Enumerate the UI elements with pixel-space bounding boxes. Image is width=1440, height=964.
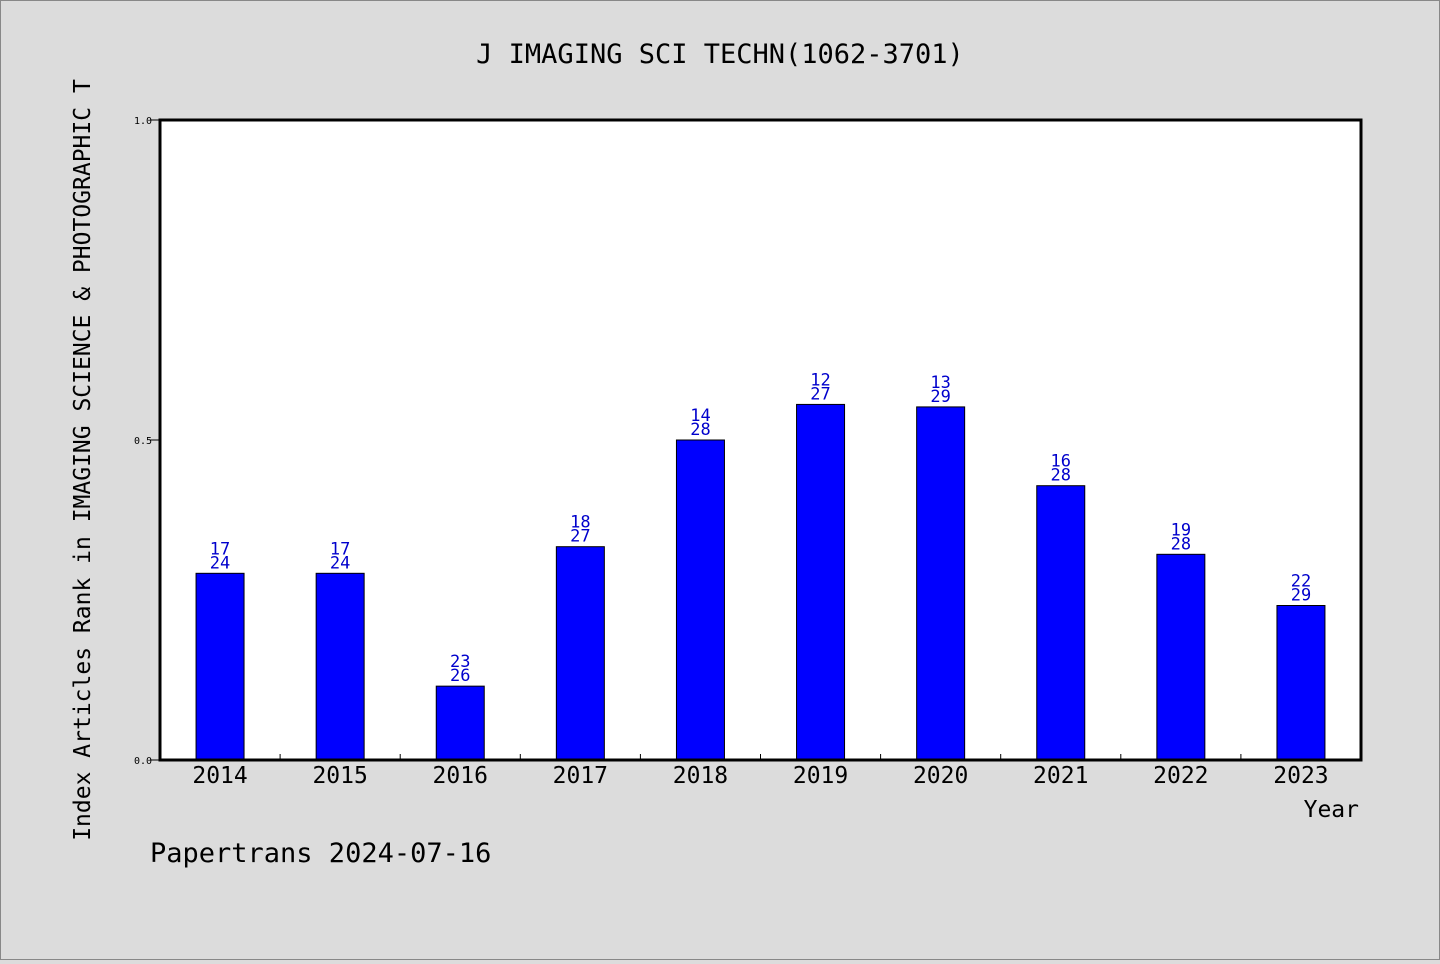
bar-label-top-2014: 17 (210, 539, 230, 559)
x-tick-label-2015: 2015 (312, 763, 367, 789)
bar-label-top-2018: 14 (690, 406, 710, 426)
bar-2016 (435, 685, 485, 761)
bar-2018 (675, 439, 725, 761)
y-tick-label-0.5: 0.5 (134, 436, 152, 447)
y-tick-label-1.0: 1.0 (134, 116, 152, 127)
bar-2020 (916, 406, 966, 761)
footer-text: Papertrans 2024-07-16 (150, 838, 491, 869)
bar-label-top-2019: 12 (810, 370, 830, 390)
x-tick-label-2018: 2018 (673, 763, 728, 789)
bar-label-bottom-2018: 28 (690, 420, 710, 440)
x-axis-label: Year (1304, 797, 1359, 823)
x-tick-label-2019: 2019 (793, 763, 848, 789)
bar-label-top-2022: 19 (1171, 520, 1191, 540)
x-tick-label-2016: 2016 (433, 763, 488, 789)
bars-layer (195, 403, 1326, 761)
bar-label-top-2021: 16 (1051, 452, 1071, 472)
bar-label-bottom-2016: 26 (450, 666, 470, 686)
x-tick-label-2023: 2023 (1273, 763, 1328, 789)
bar-label-bottom-2020: 29 (930, 387, 950, 407)
x-axis: 2014 2015 2016 2017 2018 2019 2020 2021 2022 2023 (192, 754, 1329, 789)
y-axis-label: Index Articles Rank in IMAGING SCIENCE &… (70, 79, 96, 841)
bar-label-bottom-2017: 27 (570, 527, 590, 547)
bar-label-bottom-2021: 28 (1051, 466, 1071, 486)
bar-2014 (195, 572, 245, 761)
bar-2019 (796, 403, 846, 761)
x-tick-label-2022: 2022 (1153, 763, 1208, 789)
bar-label-top-2023: 22 (1291, 572, 1311, 592)
bar-label-bottom-2022: 28 (1171, 534, 1191, 554)
bar-2015 (315, 572, 365, 761)
bar-label-bottom-2014: 24 (210, 553, 230, 573)
y-tick-label-0.0: 0.0 (134, 756, 152, 767)
x-tick-label-2020: 2020 (913, 763, 968, 789)
bar-label-top-2016: 23 (450, 652, 470, 672)
x-tick-label-2014: 2014 (192, 763, 247, 789)
bar-label-top-2017: 18 (570, 513, 590, 533)
x-tick-label-2017: 2017 (553, 763, 608, 789)
chart-title: J IMAGING SCI TECHN(1062-3701) (476, 39, 964, 70)
x-tick-label-2021: 2021 (1033, 763, 1088, 789)
bar-label-bottom-2015: 24 (330, 553, 350, 573)
bar-2022 (1156, 553, 1206, 761)
bar-label-top-2015: 17 (330, 539, 350, 559)
bar-label-bottom-2019: 27 (810, 384, 830, 404)
y-axis: 0.0 0.5 1.0 (134, 116, 160, 767)
bar-label-bottom-2023: 29 (1291, 586, 1311, 606)
bar-2021 (1036, 485, 1086, 761)
plot-frame (158, 118, 1363, 762)
bar-2017 (555, 546, 605, 761)
bar-2023 (1276, 605, 1326, 761)
bar-label-top-2020: 13 (930, 373, 950, 393)
